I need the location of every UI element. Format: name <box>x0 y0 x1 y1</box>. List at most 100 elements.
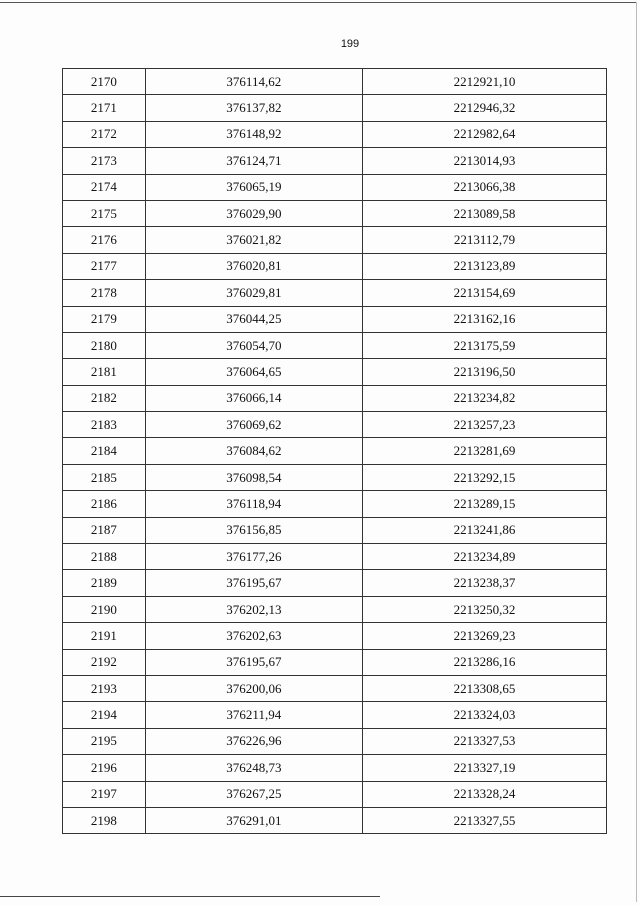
table-row: 2191 376202,63 2213269,23 <box>62 622 608 650</box>
table-row: 2189 376195,67 2213238,37 <box>62 569 608 597</box>
x-coordinate-cell: 376195,67 <box>144 569 363 597</box>
y-coordinate-cell: 2213286,16 <box>361 648 608 676</box>
table-row: 2182 376066,14 2213234,82 <box>62 384 608 413</box>
table-row: 2180 376054,70 2213175,59 <box>62 331 608 360</box>
point-number-cell: 2182 <box>62 384 146 413</box>
x-coordinate-cell: 376054,70 <box>144 331 363 360</box>
point-number-cell: 2178 <box>62 279 146 307</box>
y-coordinate-cell: 2213238,37 <box>361 569 608 597</box>
point-number-cell: 2184 <box>62 437 146 465</box>
table-row: 2194 376211,94 2213324,03 <box>62 701 608 729</box>
x-coordinate-cell: 376211,94 <box>144 701 363 729</box>
point-number-cell: 2198 <box>62 806 146 835</box>
table-row: 2181 376064,65 2213196,50 <box>62 358 608 386</box>
point-number-cell: 2173 <box>62 147 146 175</box>
point-number-cell: 2185 <box>62 463 146 492</box>
x-coordinate-cell: 376124,71 <box>144 147 363 175</box>
y-coordinate-cell: 2213328,24 <box>361 780 608 808</box>
point-number-cell: 2186 <box>62 490 146 518</box>
x-coordinate-cell: 376118,94 <box>144 490 363 518</box>
table-row: 2195 376226,96 2213327,53 <box>62 727 608 756</box>
y-coordinate-cell: 2213257,23 <box>361 411 608 439</box>
x-coordinate-cell: 376177,26 <box>144 543 363 571</box>
point-number-cell: 2196 <box>62 754 146 782</box>
x-coordinate-cell: 376029,81 <box>144 279 363 307</box>
table-row: 2196 376248,73 2213327,19 <box>62 754 608 782</box>
table-row: 2171 376137,82 2212946,32 <box>62 94 608 122</box>
y-coordinate-cell: 2213241,86 <box>361 516 608 545</box>
point-number-cell: 2197 <box>62 780 146 808</box>
y-coordinate-cell: 2213234,89 <box>361 543 608 571</box>
table-row: 2192 376195,67 2213286,16 <box>62 648 608 676</box>
y-coordinate-cell: 2213175,59 <box>361 331 608 360</box>
page-border-top <box>0 2 636 3</box>
y-coordinate-cell: 2213327,55 <box>361 806 608 835</box>
x-coordinate-cell: 376202,63 <box>144 622 363 650</box>
x-coordinate-cell: 376195,67 <box>144 648 363 676</box>
page-number: 199 <box>340 38 360 50</box>
y-coordinate-cell: 2213196,50 <box>361 358 608 386</box>
y-coordinate-cell: 2213014,93 <box>361 147 608 175</box>
table-row: 2184 376084,62 2213281,69 <box>62 437 608 465</box>
x-coordinate-cell: 376291,01 <box>144 806 363 835</box>
x-coordinate-cell: 376084,62 <box>144 437 363 465</box>
y-coordinate-cell: 2213327,19 <box>361 754 608 782</box>
table-row: 2197 376267,25 2213328,24 <box>62 780 608 808</box>
table-row: 2185 376098,54 2213292,15 <box>62 463 608 492</box>
x-coordinate-cell: 376114,62 <box>144 67 363 96</box>
x-coordinate-cell: 376202,13 <box>144 595 363 624</box>
table-row: 2179 376044,25 2213162,16 <box>62 305 608 333</box>
x-coordinate-cell: 376029,90 <box>144 199 363 228</box>
table-row: 2183 376069,62 2213257,23 <box>62 411 608 439</box>
table-row: 2198 376291,01 2213327,55 <box>62 806 608 835</box>
y-coordinate-cell: 2213234,82 <box>361 384 608 413</box>
table-row: 2193 376200,06 2213308,65 <box>62 674 608 703</box>
x-coordinate-cell: 376098,54 <box>144 463 363 492</box>
x-coordinate-cell: 376064,65 <box>144 358 363 386</box>
table-row: 2172 376148,92 2212982,64 <box>62 120 608 149</box>
table-row: 2190 376202,13 2213250,32 <box>62 595 608 624</box>
point-number-cell: 2189 <box>62 569 146 597</box>
y-coordinate-cell: 2213123,89 <box>361 252 608 281</box>
y-coordinate-cell: 2213250,32 <box>361 595 608 624</box>
table-body: 2170 376114,62 2212921,10 2171 376137,82 2212… <box>62 67 608 835</box>
x-coordinate-cell: 376044,25 <box>144 305 363 333</box>
y-coordinate-cell: 2213324,03 <box>361 701 608 729</box>
page-border-right <box>636 2 637 902</box>
y-coordinate-cell: 2213269,23 <box>361 622 608 650</box>
x-coordinate-cell: 376021,82 <box>144 226 363 254</box>
y-coordinate-cell: 2213066,38 <box>361 173 608 201</box>
footer-rule <box>0 896 380 897</box>
point-number-cell: 2180 <box>62 331 146 360</box>
table-row: 2188 376177,26 2213234,89 <box>62 543 608 571</box>
point-number-cell: 2190 <box>62 595 146 624</box>
y-coordinate-cell: 2213308,65 <box>361 674 608 703</box>
x-coordinate-cell: 376069,62 <box>144 411 363 439</box>
point-number-cell: 2183 <box>62 411 146 439</box>
y-coordinate-cell: 2212982,64 <box>361 120 608 149</box>
y-coordinate-cell: 2213089,58 <box>361 199 608 228</box>
x-coordinate-cell: 376066,14 <box>144 384 363 413</box>
y-coordinate-cell: 2213292,15 <box>361 463 608 492</box>
y-coordinate-cell: 2213289,15 <box>361 490 608 518</box>
point-number-cell: 2179 <box>62 305 146 333</box>
x-coordinate-cell: 376065,19 <box>144 173 363 201</box>
table-row: 2175 376029,90 2213089,58 <box>62 199 608 228</box>
x-coordinate-cell: 376226,96 <box>144 727 363 756</box>
point-number-cell: 2172 <box>62 120 146 149</box>
y-coordinate-cell: 2212946,32 <box>361 94 608 122</box>
table-row: 2174 376065,19 2213066,38 <box>62 173 608 201</box>
table-row: 2176 376021,82 2213112,79 <box>62 226 608 254</box>
x-coordinate-cell: 376248,73 <box>144 754 363 782</box>
table-row: 2187 376156,85 2213241,86 <box>62 516 608 545</box>
y-coordinate-cell: 2212921,10 <box>361 67 608 96</box>
point-number-cell: 2171 <box>62 94 146 122</box>
y-coordinate-cell: 2213162,16 <box>361 305 608 333</box>
x-coordinate-cell: 376137,82 <box>144 94 363 122</box>
table-row: 2186 376118,94 2213289,15 <box>62 490 608 518</box>
point-number-cell: 2175 <box>62 199 146 228</box>
point-number-cell: 2191 <box>62 622 146 650</box>
point-number-cell: 2194 <box>62 701 146 729</box>
x-coordinate-cell: 376267,25 <box>144 780 363 808</box>
point-number-cell: 2170 <box>62 67 146 96</box>
